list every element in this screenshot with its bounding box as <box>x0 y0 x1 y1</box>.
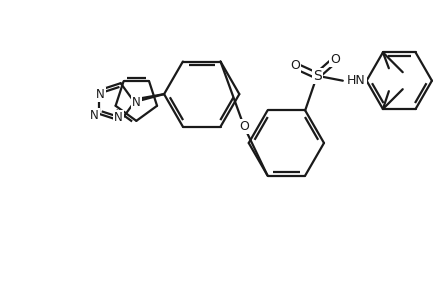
Text: O: O <box>239 120 249 133</box>
Text: S: S <box>313 69 322 83</box>
Text: N: N <box>90 109 99 122</box>
Text: N: N <box>114 111 123 124</box>
Text: O: O <box>290 59 300 72</box>
Text: N: N <box>96 88 105 101</box>
Text: HN: HN <box>347 74 365 87</box>
Text: N: N <box>132 95 141 109</box>
Text: O: O <box>330 53 340 66</box>
